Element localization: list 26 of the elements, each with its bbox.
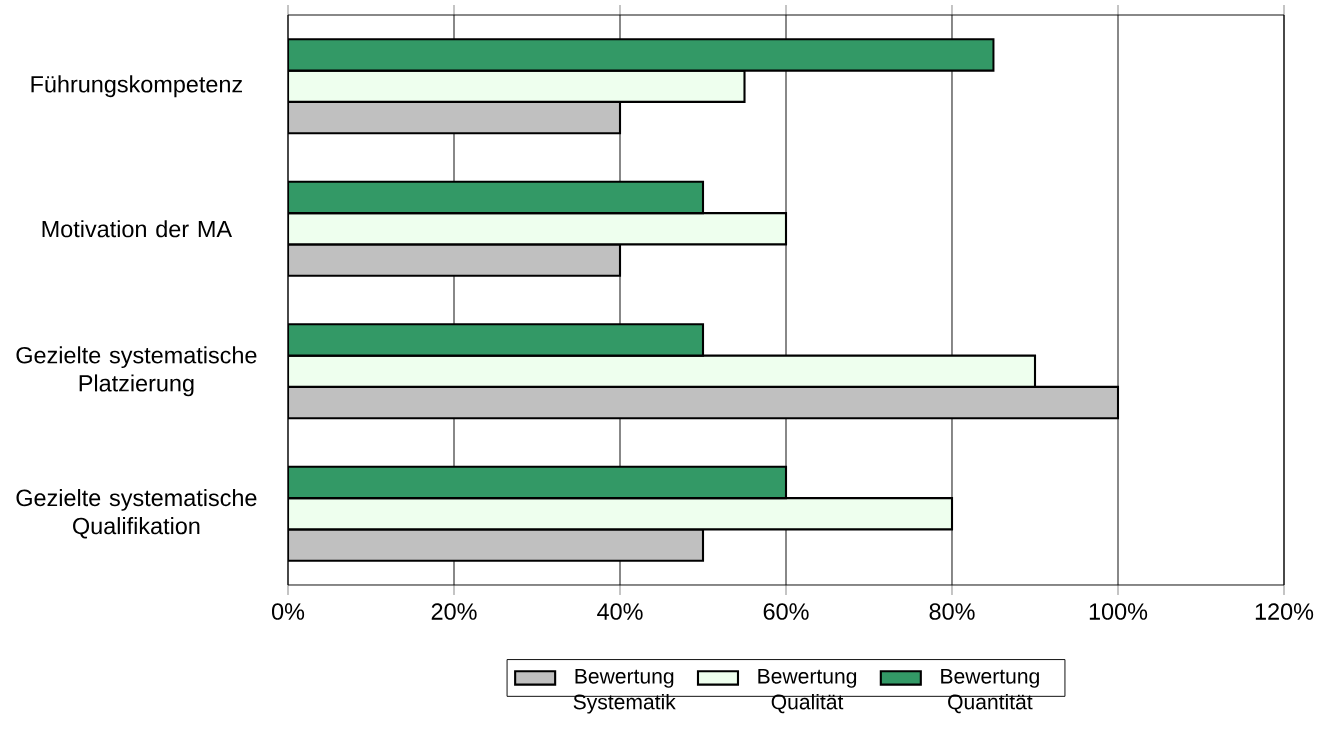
bar (288, 100, 622, 135)
y-tick-label: Führungskompetenz (31, 75, 242, 98)
bar (288, 354, 1037, 388)
x-tick-label: 0% (271, 603, 305, 620)
bar (288, 38, 995, 72)
legend-label: Bewertung Quantität (941, 668, 1039, 714)
bar (288, 497, 954, 531)
y-tick-label: Gezielte systematische Qualifikation (16, 488, 257, 539)
legend-label: Bewertung Qualität (758, 668, 857, 714)
bar (288, 385, 1120, 420)
bar (288, 243, 622, 277)
bar (288, 465, 788, 500)
y-tick-label: Gezielte systematische Platzierung (16, 346, 257, 397)
bar (288, 528, 705, 562)
x-tick-label: 60% (763, 603, 809, 620)
legend-label: Bewertung Systematik (573, 668, 676, 714)
bar (288, 212, 788, 246)
x-tick-label: 40% (597, 603, 643, 620)
bar (288, 323, 705, 357)
bar (288, 69, 746, 103)
bar (288, 180, 705, 215)
x-tick-label: 20% (431, 603, 477, 620)
x-tick-label: 80% (929, 603, 975, 620)
x-tick-label: 120% (1255, 603, 1314, 620)
x-tick-label: 100% (1089, 603, 1148, 620)
y-tick-label: Motivation der MA (42, 220, 233, 238)
